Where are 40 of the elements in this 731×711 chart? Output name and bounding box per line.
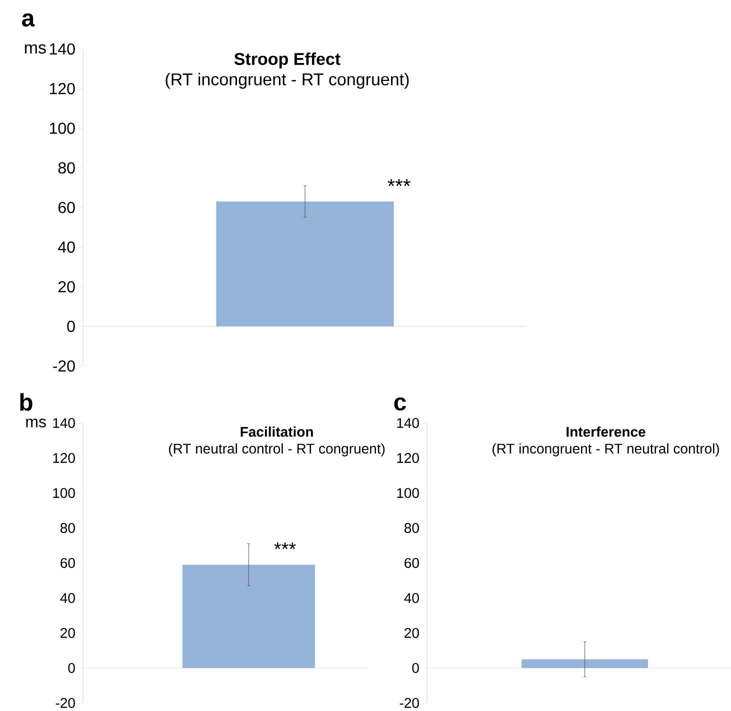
y-tick-label: 60 xyxy=(60,558,75,568)
y-tick-label: 100 xyxy=(50,122,75,134)
y-tick-label: 40 xyxy=(404,593,419,603)
y-tick-label: 120 xyxy=(50,82,75,94)
y-tick-label: 40 xyxy=(58,241,75,253)
y-tick-label: 40 xyxy=(60,593,75,603)
y-axis-title: ms xyxy=(24,44,46,54)
y-tick-label: 20 xyxy=(58,281,75,292)
y-tick-label: 140 xyxy=(50,43,75,55)
y-tick-label: 0 xyxy=(67,320,75,332)
y-tick-label: 100 xyxy=(53,488,75,498)
annotation: *** xyxy=(388,179,410,186)
y-tick-label: 0 xyxy=(412,663,419,673)
y-tick-label: 60 xyxy=(404,558,419,568)
chart-title: Stroop Effect xyxy=(234,52,340,68)
y-tick-label: 20 xyxy=(60,628,75,638)
y-axis-title: ms xyxy=(26,418,46,428)
y-tick-label: 120 xyxy=(397,453,419,463)
text: (RT incongruent - RT congruent) xyxy=(166,72,409,89)
y-tick-label: 80 xyxy=(60,523,75,533)
text: (RT neutral control - RT congruent) xyxy=(169,443,385,456)
y-tick-label: 120 xyxy=(53,453,75,463)
y-tick-label: 100 xyxy=(397,488,419,498)
y-tick-label: -20 xyxy=(400,698,419,708)
y-tick-label: 80 xyxy=(404,523,419,533)
annotation: *** xyxy=(274,542,296,550)
text: c xyxy=(394,397,406,411)
y-tick-label: 80 xyxy=(58,162,75,174)
y-tick-label: -20 xyxy=(56,698,75,708)
chart-title: Facilitation xyxy=(240,426,313,437)
y-tick-label: 20 xyxy=(404,628,419,638)
text: a xyxy=(22,13,35,27)
y-tick-label: 140 xyxy=(53,418,75,428)
y-tick-label: 0 xyxy=(68,663,75,673)
text: b xyxy=(20,393,32,411)
text: (RT incongruent - RT neutral control) xyxy=(492,443,719,456)
chart-title: Interference xyxy=(566,426,646,437)
y-tick-label: 140 xyxy=(397,418,419,428)
y-tick-label: -20 xyxy=(53,360,75,372)
y-tick-label: 60 xyxy=(58,202,75,214)
